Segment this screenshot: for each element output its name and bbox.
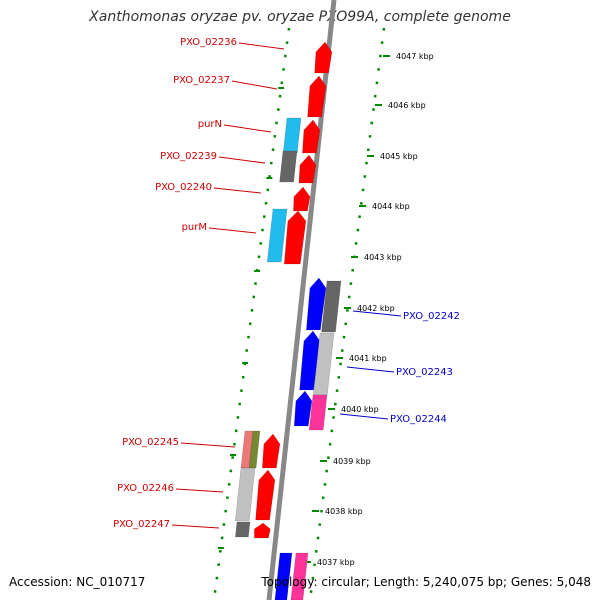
gene-red-a <box>302 119 321 154</box>
label-leader-line <box>180 442 236 448</box>
gene-lightgray-right <box>313 332 335 396</box>
map-title: Xanthomonas oryzae pv. oryzae PXO99A, co… <box>89 9 511 25</box>
gene-pxo-02239 <box>279 150 298 183</box>
scale-tick-label: 4037 kbp <box>317 558 355 567</box>
gene-pxo-02245 <box>262 433 281 469</box>
gene-gray-left <box>235 521 251 538</box>
scale-tick-label: 4041 kbp <box>349 354 387 363</box>
gene-blue-bottom <box>274 552 293 600</box>
gene-pxo-02243 <box>299 330 321 391</box>
label-leader-line <box>231 80 278 90</box>
gene-pxo-02237 <box>307 75 327 118</box>
gene-label: PXO_02247 <box>113 519 170 530</box>
gene-pxo-02246 <box>255 469 276 521</box>
scale-tick-label: 4040 kbp <box>341 405 379 414</box>
gene-pxo-02244 <box>293 390 313 427</box>
scale-tick-label: 4046 kbp <box>388 101 426 110</box>
label-leader-line <box>352 310 402 317</box>
label-leader-line <box>208 227 257 234</box>
gene-label: PXO_02245 <box>122 437 179 448</box>
gene-pxo-02247 <box>254 522 271 539</box>
gene-pxo-02236 <box>314 41 333 74</box>
label-leader-line <box>339 413 389 420</box>
scale-tick-label: 4047 kbp <box>396 52 434 61</box>
label-leader-line <box>223 124 272 133</box>
scale-tick-label: 4042 kbp <box>357 304 395 313</box>
label-leader-line <box>171 524 220 529</box>
gene-lightgray-left <box>234 467 256 522</box>
gene-pink-right <box>308 394 328 431</box>
gene-label: PXO_02239 <box>160 151 217 162</box>
scale-line-right <box>308 27 386 600</box>
gene-label: PXO_02236 <box>180 37 237 48</box>
gene-label: PXO_02240 <box>155 182 212 193</box>
gene-red-b <box>298 154 317 184</box>
gene-olive <box>248 430 261 469</box>
gene-label: PXO_02244 <box>390 414 447 425</box>
gene-label: purM <box>182 222 207 233</box>
scale-tick-label: 4045 kbp <box>380 152 418 161</box>
scale-line-left <box>212 27 291 600</box>
gene-purm-red <box>283 210 307 265</box>
scale-tick-label: 4044 kbp <box>372 202 410 211</box>
gene-gray-right <box>321 280 342 333</box>
accession-text: Accession: NC_010717 <box>9 575 146 589</box>
gene-pxo-02240 <box>293 186 311 212</box>
gene-label: purN <box>198 119 222 130</box>
gene-pxo-02242 <box>306 277 327 331</box>
gene-label: PXO_02246 <box>117 483 174 494</box>
scale-tick-label: 4038 kbp <box>325 507 363 516</box>
gene-label: PXO_02242 <box>403 311 460 322</box>
gene-label: PXO_02237 <box>173 75 230 86</box>
label-leader-line <box>218 156 266 164</box>
gene-label: PXO_02243 <box>396 367 453 378</box>
gene-purm <box>266 208 288 263</box>
label-leader-line <box>175 488 224 493</box>
gene-purn <box>282 117 302 154</box>
scale-tick-label: 4039 kbp <box>333 457 371 466</box>
label-leader-line <box>213 187 262 194</box>
topology-text: Topology: circular; Length: 5,240,075 bp… <box>261 575 591 589</box>
gene-pink-bottom <box>290 552 309 600</box>
label-leader-line <box>346 366 395 373</box>
scale-tick-label: 4043 kbp <box>364 253 402 262</box>
label-leader-line <box>238 42 285 50</box>
